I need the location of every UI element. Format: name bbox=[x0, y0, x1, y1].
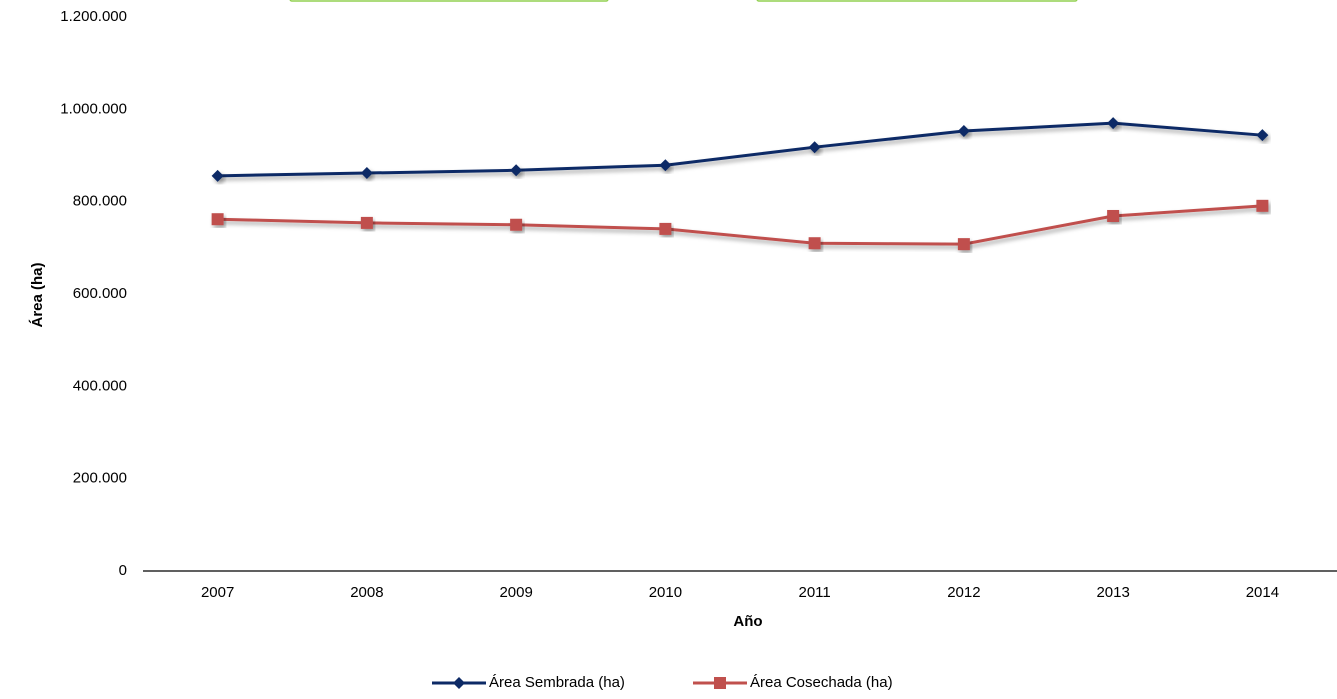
marker bbox=[1256, 199, 1269, 212]
legend-label: Área Cosechada (ha) bbox=[750, 674, 893, 691]
x-tick-label: 2008 bbox=[350, 584, 383, 601]
x-tick-label: 2010 bbox=[649, 584, 682, 601]
legend-marker bbox=[714, 677, 726, 689]
series-line bbox=[217, 204, 1263, 246]
x-tick-label: 2012 bbox=[947, 584, 980, 601]
marker bbox=[808, 237, 821, 250]
decor-box bbox=[289, 0, 609, 2]
x-tick-label: 2011 bbox=[798, 584, 830, 601]
x-tick-label: 2014 bbox=[1246, 584, 1279, 601]
y-tick-label: 0 bbox=[119, 562, 127, 579]
marker bbox=[957, 125, 970, 138]
marker bbox=[360, 216, 373, 229]
x-tick-label: 2009 bbox=[499, 584, 532, 601]
legend-label: Área Sembrada (ha) bbox=[489, 674, 625, 691]
marker bbox=[808, 141, 821, 154]
marker bbox=[360, 167, 373, 180]
marker bbox=[1256, 129, 1269, 142]
marker bbox=[510, 218, 523, 231]
marker bbox=[957, 238, 970, 251]
legend-marker bbox=[453, 677, 465, 689]
x-axis-label: Año bbox=[733, 613, 762, 630]
marker bbox=[211, 213, 224, 226]
marker bbox=[1107, 117, 1120, 130]
y-tick-label: 600.000 bbox=[73, 285, 127, 302]
marker bbox=[659, 222, 672, 235]
marker bbox=[1107, 209, 1120, 222]
decor-box bbox=[756, 0, 1078, 2]
marker bbox=[510, 164, 523, 177]
y-tick-label: 1.200.000 bbox=[60, 8, 127, 25]
y-tick-label: 400.000 bbox=[73, 377, 127, 394]
marker bbox=[211, 169, 224, 182]
y-tick-label: 200.000 bbox=[73, 470, 127, 487]
x-tick-label: 2007 bbox=[201, 584, 234, 601]
y-tick-label: 800.000 bbox=[73, 193, 127, 210]
marker bbox=[659, 159, 672, 172]
series-line bbox=[217, 121, 1263, 178]
y-tick-label: 1.000.000 bbox=[60, 100, 127, 117]
y-axis-label: Área (ha) bbox=[29, 262, 46, 327]
x-tick-label: 2013 bbox=[1096, 584, 1129, 601]
